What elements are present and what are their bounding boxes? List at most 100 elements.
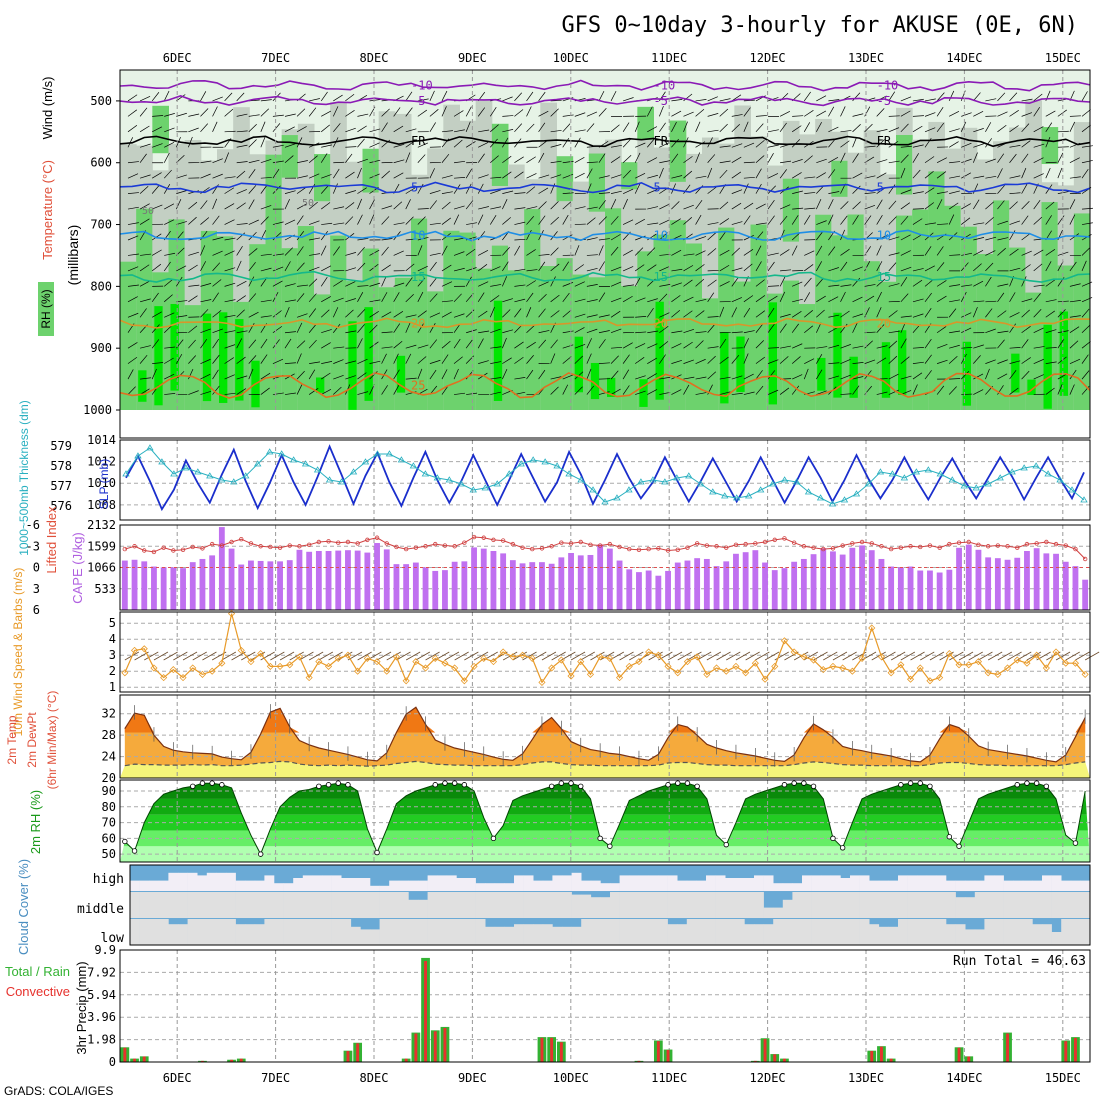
wind-point — [276, 662, 284, 670]
wind-barb — [550, 201, 559, 210]
wind-barb — [683, 296, 694, 303]
wind-barb — [912, 125, 923, 133]
wind-barb — [212, 328, 223, 334]
rh-point — [442, 780, 448, 786]
wind-barb — [961, 203, 971, 210]
wind-barb — [961, 347, 973, 349]
wind-barb — [574, 281, 585, 287]
wind-barb — [1069, 199, 1076, 210]
date-label: 14DEC — [946, 1071, 982, 1085]
cloud-cell — [830, 919, 841, 945]
wind-barb — [816, 198, 822, 210]
wind-barb — [586, 338, 592, 349]
wind-barb — [1021, 201, 1030, 210]
wind-barb — [550, 247, 559, 256]
wind-barb — [272, 339, 280, 349]
wind-barb — [188, 368, 194, 380]
wind-barb — [396, 651, 411, 661]
wind-barb — [272, 358, 284, 364]
wind-barb — [393, 125, 404, 133]
cloud-cell — [197, 892, 208, 918]
wind-barb — [598, 153, 606, 163]
thickness-point — [421, 470, 430, 477]
wind-barb — [610, 297, 622, 303]
cloud-cell — [562, 926, 572, 945]
wind-barb — [1081, 207, 1093, 210]
wind-barb — [780, 345, 791, 349]
wind-barb — [840, 106, 846, 117]
wind-point — [557, 656, 565, 664]
slp-tick: 1014 — [87, 433, 116, 447]
wind-point — [819, 666, 827, 674]
cloud-cell — [130, 880, 140, 891]
wind-point — [257, 650, 265, 658]
isotherm-label: 10 — [411, 229, 425, 243]
wind-barb — [1045, 279, 1055, 287]
wind-barb — [900, 315, 912, 318]
cloud-cell — [686, 919, 697, 945]
wind-barb — [321, 174, 332, 179]
wind-barb — [164, 113, 175, 117]
wind-barb — [164, 312, 175, 318]
wind-point — [897, 661, 905, 669]
wind-barb — [695, 141, 706, 148]
wind-barb — [610, 156, 621, 164]
wind-barb — [671, 389, 682, 395]
li-point — [530, 546, 535, 552]
wind-barb — [526, 206, 538, 210]
wind-barb — [212, 279, 222, 287]
wind-barb — [284, 219, 296, 225]
rh-point — [781, 782, 788, 788]
wind-barb — [279, 651, 295, 661]
wind-barb — [464, 651, 479, 661]
wind-barb — [1021, 140, 1031, 148]
wind-barb — [538, 230, 544, 241]
wind-barb — [405, 277, 413, 287]
wind-barb — [562, 261, 569, 272]
wind-barb — [514, 238, 526, 241]
wind-barb — [958, 651, 974, 661]
cloud-cell — [398, 892, 409, 918]
cloud-cell — [888, 880, 899, 891]
cape-bar — [131, 559, 138, 610]
rh-cell — [639, 379, 648, 407]
wind-barb — [321, 110, 332, 117]
wind-barb — [961, 158, 972, 164]
wind-barb — [948, 202, 959, 210]
wind-barb — [393, 353, 399, 364]
wind-barb — [888, 373, 899, 380]
wind-barb — [357, 113, 369, 117]
cloud-cell — [437, 875, 448, 891]
cloud-cell — [437, 919, 448, 945]
wind-barb — [332, 106, 339, 117]
cloud-cell — [187, 892, 198, 918]
cloud-cell — [283, 892, 294, 918]
wind-barb — [441, 340, 451, 349]
wind-barb — [478, 250, 489, 256]
wind-barb — [284, 331, 296, 334]
wind-barb — [212, 173, 223, 179]
cloud-cell — [926, 919, 937, 945]
wind-barb — [514, 284, 526, 287]
cloud-cell — [974, 929, 985, 945]
wind-barb — [562, 292, 570, 303]
wind-barb — [321, 144, 333, 148]
wind-barb — [695, 214, 702, 225]
wind-barb — [192, 651, 207, 661]
wind-barb — [719, 98, 731, 102]
cloud-cell — [1032, 892, 1043, 918]
wind-barb — [270, 651, 285, 661]
wind-barb — [453, 214, 460, 225]
rh-cell — [621, 162, 638, 190]
wind-barb — [755, 370, 763, 380]
cloud-cell — [888, 926, 899, 945]
wind-barb — [248, 276, 255, 287]
wind-barb — [248, 293, 257, 303]
wind-barb — [502, 329, 514, 334]
cloud-cell — [542, 924, 553, 945]
thickness-point — [589, 486, 597, 493]
wind-barb — [743, 307, 751, 318]
wind-barb — [852, 136, 857, 148]
convective-bar — [356, 1043, 360, 1062]
wind-barb — [477, 338, 484, 349]
